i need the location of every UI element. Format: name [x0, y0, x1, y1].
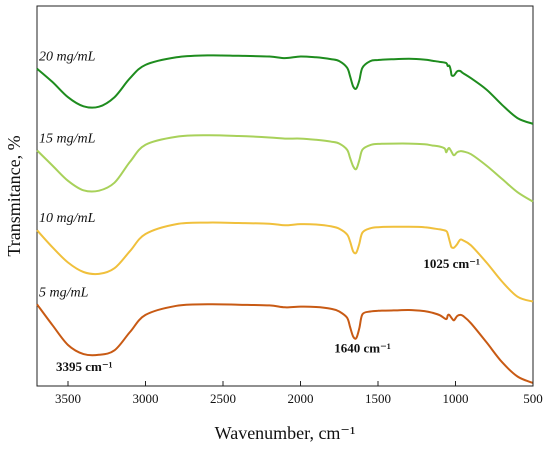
peak-annotations: 3395 cm⁻¹ 1640 cm⁻¹ 1025 cm⁻¹ [56, 256, 480, 374]
peak-annotation: 1640 cm⁻¹ [334, 341, 391, 356]
x-tick-label: 2000 [288, 391, 314, 406]
x-tick-label: 1000 [443, 391, 469, 406]
series-line-2 [36, 221, 534, 303]
series-labels: 20 mg/mL 15 mg/mL 10 mg/mL 5 mg/mL [39, 50, 96, 301]
series-line-0 [36, 54, 534, 125]
series-name-label: 10 mg/mL [39, 211, 96, 226]
series-line-3 [36, 303, 534, 384]
plot-frame [36, 5, 534, 387]
series-line-1 [36, 134, 534, 203]
x-tick-label: 3500 [55, 391, 81, 406]
peak-annotation: 3395 cm⁻¹ [56, 359, 113, 374]
x-tick-label: 2500 [210, 391, 236, 406]
series-name-label: 20 mg/mL [39, 50, 96, 65]
x-axis-ticks: 3500 3000 2500 2000 1500 1000 500 [55, 381, 543, 406]
y-axis-title: Transmitance, % [4, 135, 24, 256]
x-axis-title: Wavenumber, cm⁻¹ [215, 423, 356, 443]
series-layer [36, 54, 534, 384]
series-name-label: 15 mg/mL [39, 131, 96, 146]
peak-annotation: 1025 cm⁻¹ [423, 256, 480, 271]
x-tick-label: 500 [523, 391, 543, 406]
series-name-label: 5 mg/mL [39, 285, 89, 300]
x-tick-label: 3000 [133, 391, 159, 406]
x-tick-label: 1500 [365, 391, 391, 406]
